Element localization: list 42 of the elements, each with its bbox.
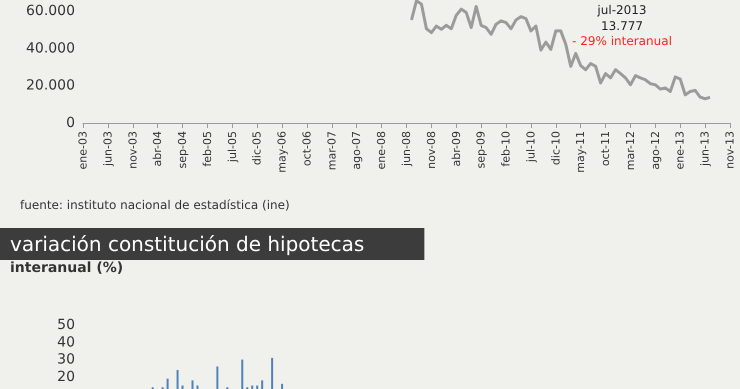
- y-tick-label: 50: [57, 317, 75, 333]
- y-tick-label: 40.000: [26, 40, 75, 56]
- y-tick-label: 40: [57, 334, 75, 350]
- x-tick-label: jul-10: [524, 131, 538, 164]
- annotation: 13.777: [601, 19, 643, 33]
- x-tick-label: oct-11: [599, 131, 612, 166]
- x-tick-label: ene-08: [375, 131, 388, 170]
- x-tick-label: nov-13: [724, 131, 736, 169]
- y-axis-title: interanual (%): [10, 260, 124, 276]
- x-tick-label: dic-05: [250, 131, 264, 166]
- x-tick-label: jun-03: [101, 131, 114, 167]
- x-tick-label: nov-08: [424, 131, 438, 169]
- y-tick-label: 30: [57, 352, 75, 368]
- y-tick-label: 20.000: [26, 78, 75, 94]
- x-tick-label: may-11: [574, 131, 588, 173]
- x-tick-label: abr-04: [151, 131, 164, 167]
- y-tick-label: 20: [57, 368, 75, 385]
- x-tick-label: mar-12: [624, 131, 637, 170]
- x-tick-label: nov-03: [126, 131, 140, 169]
- y-tick-label: 60.000: [26, 3, 75, 20]
- x-tick-label: mar-07: [325, 131, 338, 170]
- x-tick-label: jul-05: [226, 131, 239, 164]
- x-tick-label: sep-04: [176, 131, 190, 168]
- x-tick-label: ene-03: [76, 131, 90, 170]
- x-tick-label: feb-05: [200, 131, 214, 167]
- annotation: jul-2013: [596, 3, 647, 17]
- x-tick-label: dic-10: [549, 131, 562, 166]
- x-tick-label: feb-10: [500, 131, 513, 167]
- x-tick-label: ene-13: [674, 131, 687, 170]
- x-tick-label: jun-13: [698, 131, 712, 167]
- x-tick-label: abr-09: [450, 131, 463, 167]
- annotation: - 29% interanual: [572, 34, 672, 48]
- x-tick-label: sep-09: [474, 131, 488, 168]
- source-note: fuente: instituto nacional de estadística (ine): [20, 198, 290, 212]
- x-tick-label: jun-08: [400, 131, 413, 167]
- chart-title: variación constitución de hipotecas: [10, 232, 364, 256]
- x-tick-label: ago-12: [648, 131, 662, 170]
- line-series: [410, 0, 712, 100]
- x-tick-label: may-06: [276, 131, 289, 173]
- y-tick-label: 0: [66, 115, 75, 131]
- x-tick-label: oct-06: [300, 131, 314, 166]
- x-tick-label: ago-07: [350, 131, 364, 170]
